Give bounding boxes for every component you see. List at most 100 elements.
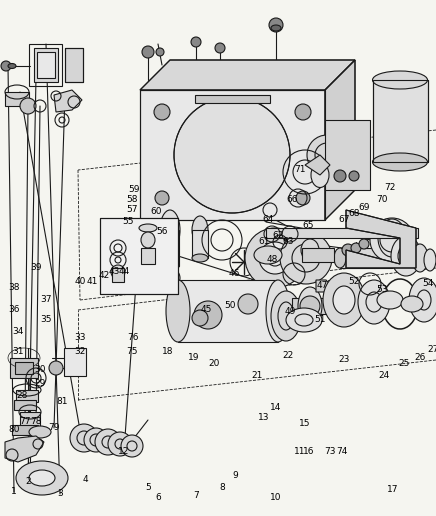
Text: 4: 4 — [82, 476, 88, 485]
Bar — [5, 92, 29, 106]
Circle shape — [70, 424, 98, 452]
Text: 64: 64 — [262, 216, 274, 224]
Text: 25: 25 — [399, 359, 410, 367]
Text: 35: 35 — [40, 315, 52, 325]
Circle shape — [174, 97, 290, 213]
Text: 38: 38 — [8, 283, 20, 293]
Bar — [192, 230, 208, 258]
Text: 75: 75 — [126, 347, 138, 357]
Text: 65: 65 — [302, 221, 314, 231]
Text: 79: 79 — [48, 424, 60, 432]
Polygon shape — [5, 436, 44, 462]
Ellipse shape — [16, 461, 68, 495]
Bar — [15, 362, 33, 374]
Bar — [16, 390, 38, 402]
Circle shape — [142, 46, 154, 58]
Bar — [373, 80, 428, 162]
Text: 57: 57 — [126, 204, 138, 214]
Polygon shape — [54, 90, 82, 112]
Bar — [340, 248, 392, 268]
Circle shape — [342, 244, 354, 256]
Text: 29: 29 — [34, 379, 46, 389]
Ellipse shape — [323, 273, 365, 327]
Text: 78: 78 — [30, 417, 42, 427]
Text: 74: 74 — [336, 447, 347, 457]
Text: 22: 22 — [283, 351, 293, 361]
Circle shape — [295, 104, 311, 120]
Text: 44: 44 — [119, 267, 129, 277]
Bar — [302, 248, 334, 262]
Circle shape — [215, 43, 225, 53]
Ellipse shape — [401, 296, 423, 312]
Circle shape — [280, 232, 332, 284]
Text: 41: 41 — [86, 278, 98, 286]
Text: 67: 67 — [338, 216, 350, 224]
Text: 69: 69 — [358, 203, 370, 213]
Circle shape — [108, 432, 132, 456]
Text: 51: 51 — [314, 315, 326, 325]
Text: 61: 61 — [258, 237, 270, 247]
Text: 77: 77 — [19, 417, 31, 427]
Ellipse shape — [412, 244, 428, 272]
Ellipse shape — [271, 291, 301, 341]
Circle shape — [359, 239, 369, 249]
Text: 53: 53 — [376, 285, 388, 295]
Bar — [266, 228, 418, 238]
Text: 59: 59 — [128, 185, 140, 195]
Ellipse shape — [372, 71, 428, 89]
Polygon shape — [140, 60, 355, 90]
Circle shape — [370, 218, 414, 262]
Bar — [65, 48, 83, 82]
Bar — [100, 218, 178, 294]
Ellipse shape — [192, 254, 208, 262]
Bar — [178, 280, 278, 342]
Circle shape — [121, 435, 143, 457]
Bar — [14, 400, 36, 410]
Circle shape — [95, 429, 121, 455]
Text: 9: 9 — [232, 472, 238, 480]
Text: 11: 11 — [294, 447, 306, 457]
Text: 8: 8 — [219, 483, 225, 492]
Text: 5: 5 — [145, 482, 151, 492]
Circle shape — [191, 37, 201, 47]
Polygon shape — [316, 280, 332, 292]
Text: 49: 49 — [284, 308, 296, 316]
Ellipse shape — [160, 210, 180, 250]
Bar — [12, 425, 38, 435]
Text: 26: 26 — [414, 352, 426, 362]
Circle shape — [49, 361, 63, 375]
Text: 28: 28 — [16, 391, 28, 399]
Text: 21: 21 — [251, 370, 262, 379]
Ellipse shape — [301, 239, 319, 261]
Ellipse shape — [385, 89, 415, 131]
Text: 13: 13 — [258, 413, 270, 423]
Bar — [141, 248, 155, 264]
Text: 32: 32 — [74, 347, 86, 357]
Ellipse shape — [29, 426, 51, 438]
Text: 46: 46 — [228, 269, 240, 279]
Ellipse shape — [271, 25, 281, 31]
Text: 20: 20 — [208, 360, 220, 368]
Text: 24: 24 — [378, 370, 390, 379]
Ellipse shape — [391, 236, 421, 276]
Text: 58: 58 — [126, 196, 138, 204]
Bar — [20, 412, 40, 426]
Ellipse shape — [161, 261, 179, 271]
Circle shape — [296, 191, 310, 205]
Text: 40: 40 — [74, 278, 86, 286]
Text: 36: 36 — [8, 305, 20, 314]
Ellipse shape — [29, 470, 55, 486]
Text: 31: 31 — [12, 347, 24, 357]
Text: 12: 12 — [118, 446, 129, 456]
Text: 2: 2 — [25, 477, 31, 487]
Ellipse shape — [374, 75, 426, 145]
Text: 43: 43 — [108, 267, 120, 277]
Circle shape — [192, 310, 208, 326]
Text: 1: 1 — [11, 488, 17, 496]
Ellipse shape — [139, 224, 157, 232]
Bar — [112, 268, 124, 282]
Polygon shape — [346, 210, 416, 268]
Text: 15: 15 — [299, 418, 311, 427]
Text: 23: 23 — [338, 356, 350, 364]
Bar — [64, 348, 86, 376]
